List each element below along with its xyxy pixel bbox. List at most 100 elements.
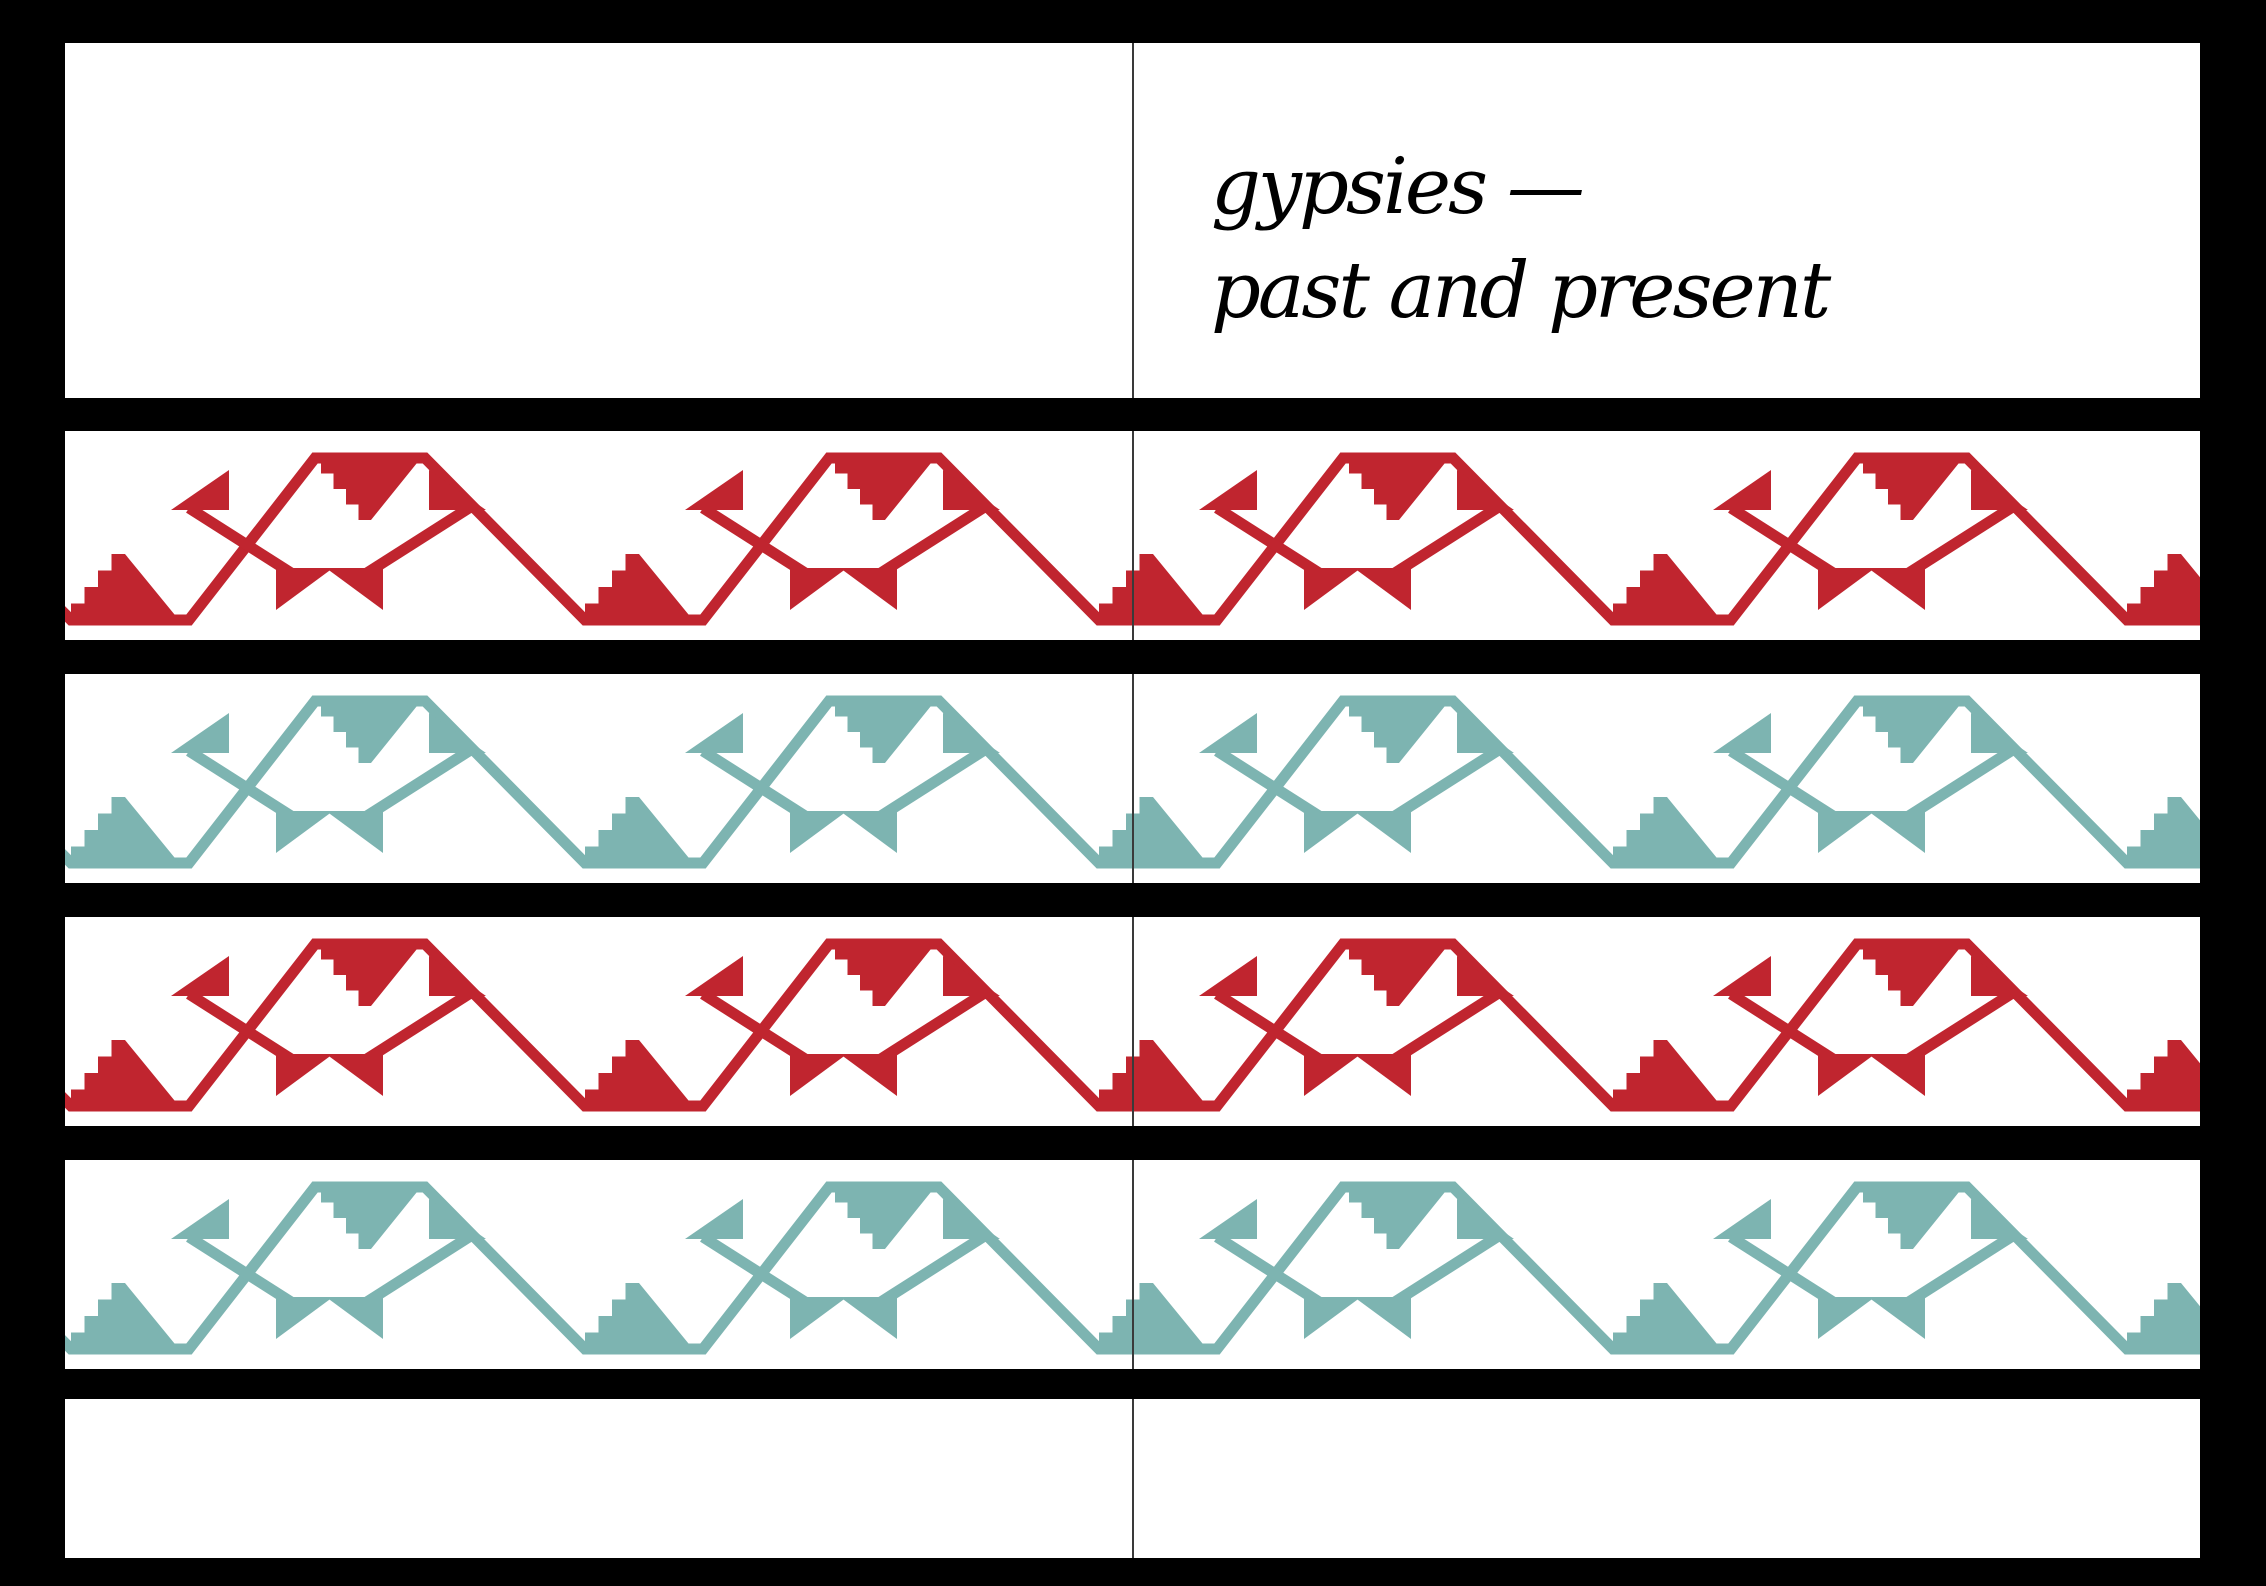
flag-motif bbox=[1818, 568, 1875, 610]
x-motif-stroke bbox=[1384, 1232, 1500, 1312]
flag-motif bbox=[840, 811, 897, 853]
x-motif-stroke bbox=[1898, 746, 2014, 826]
stepped-triangle-down bbox=[1349, 1187, 1449, 1249]
stepped-triangle-down bbox=[1863, 458, 1963, 520]
x-motif-stroke bbox=[1728, 746, 1844, 826]
flag-motif bbox=[840, 1297, 897, 1339]
flag-motif bbox=[326, 568, 383, 610]
x-motif-stroke bbox=[1728, 503, 1844, 583]
x-motif-stroke bbox=[1898, 989, 2014, 1069]
x-motif-stroke bbox=[186, 746, 302, 826]
x-motif-stroke bbox=[1898, 1232, 2014, 1312]
stepped-triangle-up bbox=[1613, 1283, 1721, 1349]
flag-motif bbox=[326, 1297, 383, 1339]
flag-motif bbox=[171, 713, 229, 753]
flag-motif bbox=[1354, 1054, 1411, 1096]
page-fold bbox=[1132, 1399, 1134, 1558]
flag-motif bbox=[171, 470, 229, 510]
ornament-pattern bbox=[65, 1181, 2200, 1355]
stepped-triangle-up bbox=[585, 1040, 693, 1106]
page-fold bbox=[1132, 674, 1134, 883]
stepped-triangle-up bbox=[2127, 797, 2200, 863]
flag-motif bbox=[943, 956, 1000, 996]
stepped-triangle-up bbox=[71, 1283, 179, 1349]
flag-motif bbox=[790, 811, 847, 853]
flag-motif bbox=[1818, 811, 1875, 853]
stepped-triangle-down bbox=[321, 944, 421, 1006]
flag-motif bbox=[943, 470, 1000, 510]
flag-motif bbox=[1868, 1054, 1925, 1096]
stepped-triangle-down bbox=[321, 701, 421, 763]
stepped-triangle-up bbox=[1613, 554, 1721, 620]
flag-motif bbox=[1868, 811, 1925, 853]
flag-motif bbox=[685, 713, 743, 753]
x-motif-stroke bbox=[1384, 989, 1500, 1069]
flag-motif bbox=[1199, 713, 1257, 753]
flag-motif bbox=[429, 1199, 486, 1239]
x-motif-stroke bbox=[700, 746, 816, 826]
stepped-triangle-up bbox=[585, 797, 693, 863]
flag-motif bbox=[276, 1054, 333, 1096]
stepped-triangle-up bbox=[2127, 554, 2200, 620]
stepped-triangle-up bbox=[1099, 797, 1207, 863]
stepped-triangle-up bbox=[2127, 1283, 2200, 1349]
flag-motif bbox=[1713, 956, 1771, 996]
flag-motif bbox=[276, 811, 333, 853]
page-fold bbox=[1132, 917, 1134, 1126]
ornament-repeat-group bbox=[65, 695, 2200, 869]
stepped-triangle-down bbox=[1349, 458, 1449, 520]
stepped-triangle-down bbox=[1863, 701, 1963, 763]
flag-motif bbox=[1457, 956, 1514, 996]
stepped-triangle-down bbox=[1349, 944, 1449, 1006]
flag-motif bbox=[790, 568, 847, 610]
flag-motif bbox=[326, 811, 383, 853]
x-motif-stroke bbox=[870, 746, 986, 826]
stepped-triangle-down bbox=[321, 458, 421, 520]
stepped-triangle-down bbox=[321, 1187, 421, 1249]
stepped-triangle-up bbox=[71, 797, 179, 863]
flag-motif bbox=[429, 470, 486, 510]
ornament-repeat-group bbox=[65, 1181, 2200, 1355]
ornament-band bbox=[65, 431, 2200, 640]
booklet-title: gypsies — past and present bbox=[1211, 135, 1831, 343]
x-motif-stroke bbox=[700, 1232, 816, 1312]
flag-motif bbox=[1818, 1297, 1875, 1339]
flag-motif bbox=[276, 568, 333, 610]
flag-motif bbox=[1713, 713, 1771, 753]
flag-motif bbox=[1457, 1199, 1514, 1239]
footer-panel bbox=[65, 1399, 2200, 1558]
flag-motif bbox=[1354, 568, 1411, 610]
x-motif-stroke bbox=[356, 1232, 472, 1312]
x-motif-stroke bbox=[1728, 1232, 1844, 1312]
ornament-pattern bbox=[65, 938, 2200, 1112]
stepped-triangle-up bbox=[1613, 1040, 1721, 1106]
flag-motif bbox=[1713, 470, 1771, 510]
ornament-pattern bbox=[65, 695, 2200, 869]
x-motif-stroke bbox=[1214, 1232, 1330, 1312]
x-motif-stroke bbox=[1214, 989, 1330, 1069]
x-motif-stroke bbox=[1898, 503, 2014, 583]
flag-motif bbox=[1199, 470, 1257, 510]
stepped-triangle-up bbox=[585, 554, 693, 620]
stepped-triangle-up bbox=[1099, 1040, 1207, 1106]
flag-motif bbox=[1713, 1199, 1771, 1239]
flag-motif bbox=[1199, 1199, 1257, 1239]
flag-motif bbox=[790, 1297, 847, 1339]
flag-motif bbox=[1304, 568, 1361, 610]
flag-motif bbox=[1304, 1297, 1361, 1339]
flag-motif bbox=[171, 956, 229, 996]
ornament-pattern bbox=[65, 452, 2200, 626]
flag-motif bbox=[1868, 1297, 1925, 1339]
stepped-triangle-up bbox=[71, 554, 179, 620]
ornament-band bbox=[65, 674, 2200, 883]
flag-motif bbox=[171, 1199, 229, 1239]
x-motif-stroke bbox=[1214, 503, 1330, 583]
flag-motif bbox=[1971, 713, 2028, 753]
flag-motif bbox=[1868, 568, 1925, 610]
ornament-repeat-group bbox=[65, 452, 2200, 626]
x-motif-stroke bbox=[356, 746, 472, 826]
flag-motif bbox=[429, 713, 486, 753]
x-motif-stroke bbox=[700, 503, 816, 583]
page-fold bbox=[1132, 43, 1134, 398]
x-motif-stroke bbox=[870, 503, 986, 583]
